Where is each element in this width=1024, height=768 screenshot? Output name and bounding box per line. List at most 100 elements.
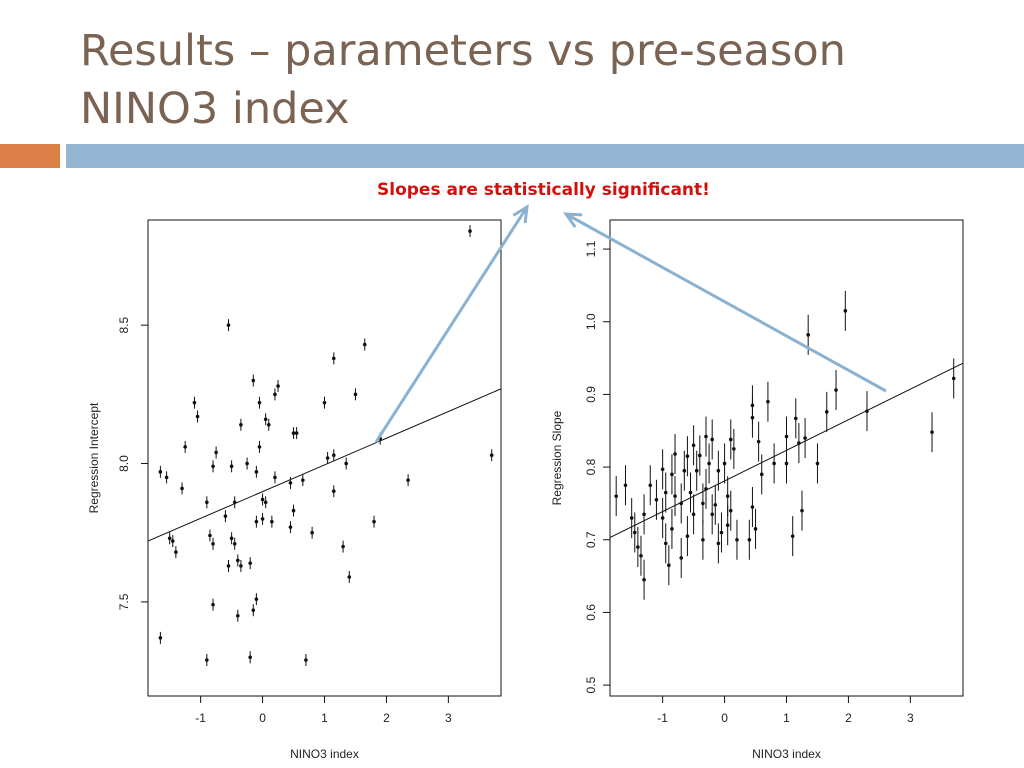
intercept-data-point	[167, 536, 172, 541]
right-callout-arrow-head	[562, 212, 583, 228]
intercept-data-point	[229, 536, 234, 541]
slope-data-point	[682, 468, 687, 473]
slope-data-point	[800, 508, 804, 513]
intercept-chart: -1 0 1 2 3 7.5 8.0 8.5 NINO3 index Regression Int…	[87, 219, 502, 761]
intercept-data-point	[164, 475, 169, 480]
slope-data-point	[713, 503, 718, 507]
intercept-data-point	[353, 392, 358, 397]
slope-y-tick-label: 0.5	[584, 676, 598, 693]
slope-data-point	[716, 541, 721, 546]
slope-data-point	[685, 454, 690, 458]
intercept-data-point	[489, 453, 494, 458]
intercept-x-tick-label: 0	[259, 711, 266, 725]
intercept-data-point	[205, 658, 209, 662]
intercept-data-point	[158, 636, 163, 640]
intercept-data-point	[254, 519, 259, 524]
slope-data-point	[636, 545, 640, 549]
slope-data-point	[660, 467, 665, 472]
intercept-data-point	[325, 456, 330, 460]
slope-data-point	[663, 490, 668, 495]
intercept-data-point	[232, 541, 237, 546]
intercept-data-point	[174, 550, 178, 554]
intercept-data-point	[468, 229, 472, 233]
intercept-data-point	[229, 464, 234, 469]
slope-data-point	[642, 577, 646, 582]
slope-x-tick-label: 0	[721, 711, 728, 725]
intercept-data-point	[211, 464, 215, 469]
intercept-data-point	[239, 422, 243, 427]
slide-title: Results – parameters vs pre-season NINO3…	[80, 26, 846, 134]
slope-data-point	[843, 309, 848, 313]
slope-data-point	[719, 530, 724, 535]
slope-data-point	[710, 437, 714, 442]
slope-data-point	[667, 563, 671, 567]
intercept-data-point	[331, 489, 336, 494]
slope-data-point	[716, 468, 721, 473]
intercept-data-point	[294, 431, 299, 435]
intercept-data-point	[260, 517, 265, 521]
slope-data-point	[701, 501, 705, 506]
slope-data-point	[673, 494, 677, 498]
slope-data-point	[756, 439, 761, 444]
intercept-data-point	[239, 564, 243, 568]
slope-data-point	[614, 494, 618, 498]
intercept-data-point	[170, 539, 175, 543]
intercept-y-tick-label: 8.0	[117, 455, 131, 472]
intercept-data-point	[304, 658, 308, 662]
intercept-x-tick-label: 2	[383, 711, 390, 725]
intercept-data-point	[226, 323, 231, 327]
slope-data-point	[725, 523, 730, 528]
slope-data-point	[691, 443, 696, 448]
intercept-data-point	[263, 500, 268, 505]
intercept-data-point	[211, 602, 215, 607]
intercept-data-point	[341, 544, 345, 549]
intercept-data-point	[235, 558, 240, 563]
slope-x-axis-label: NINO3 index	[752, 747, 821, 761]
slope-data-point	[642, 512, 646, 517]
slope-data-point	[629, 516, 634, 520]
intercept-data-point	[232, 500, 237, 505]
right-callout-arrow	[565, 212, 887, 393]
intercept-data-point	[257, 400, 262, 405]
intercept-data-point	[291, 431, 296, 435]
slope-data-point	[670, 472, 674, 477]
left-callout-arrow	[374, 206, 529, 443]
slope-x-tick-label: -1	[657, 711, 668, 725]
intercept-data-point	[362, 342, 367, 347]
slope-data-point	[784, 461, 789, 466]
intercept-data-point	[288, 481, 293, 485]
slope-data-point	[824, 410, 829, 414]
slope-data-point	[701, 537, 705, 542]
intercept-x-tick-label: 3	[445, 711, 452, 725]
intercept-data-point	[208, 533, 212, 538]
header-bar	[66, 144, 1024, 168]
intercept-data-point	[322, 400, 327, 405]
intercept-x-axis-label: NINO3 index	[290, 747, 359, 761]
slope-data-point	[735, 537, 739, 542]
significance-callout: Slopes are statistically significant!	[377, 180, 710, 200]
slope-data-point	[732, 447, 736, 451]
intercept-data-point	[223, 514, 228, 518]
slope-data-point	[707, 461, 711, 466]
slope-data-point	[722, 461, 727, 466]
slope-data-point	[648, 483, 653, 488]
slope-data-point	[663, 541, 668, 546]
slope-x-tick-label: 2	[845, 711, 852, 725]
intercept-data-point	[344, 461, 348, 466]
slope-data-point	[793, 416, 798, 421]
slope-x-tick-label: 3	[907, 711, 914, 725]
slope-data-point	[710, 512, 714, 517]
intercept-data-point	[266, 422, 271, 427]
slope-data-point	[728, 508, 733, 513]
intercept-data-point	[251, 608, 256, 613]
slope-data-point	[694, 468, 699, 473]
intercept-data-point	[192, 400, 197, 405]
intercept-data-point	[347, 575, 352, 579]
slope-y-tick-label: 1.1	[584, 240, 598, 257]
slope-data-point	[797, 441, 801, 445]
intercept-data-point	[291, 508, 296, 513]
slope-data-point	[930, 430, 934, 435]
slope-data-point	[679, 501, 684, 506]
slope-data-point	[951, 376, 956, 381]
